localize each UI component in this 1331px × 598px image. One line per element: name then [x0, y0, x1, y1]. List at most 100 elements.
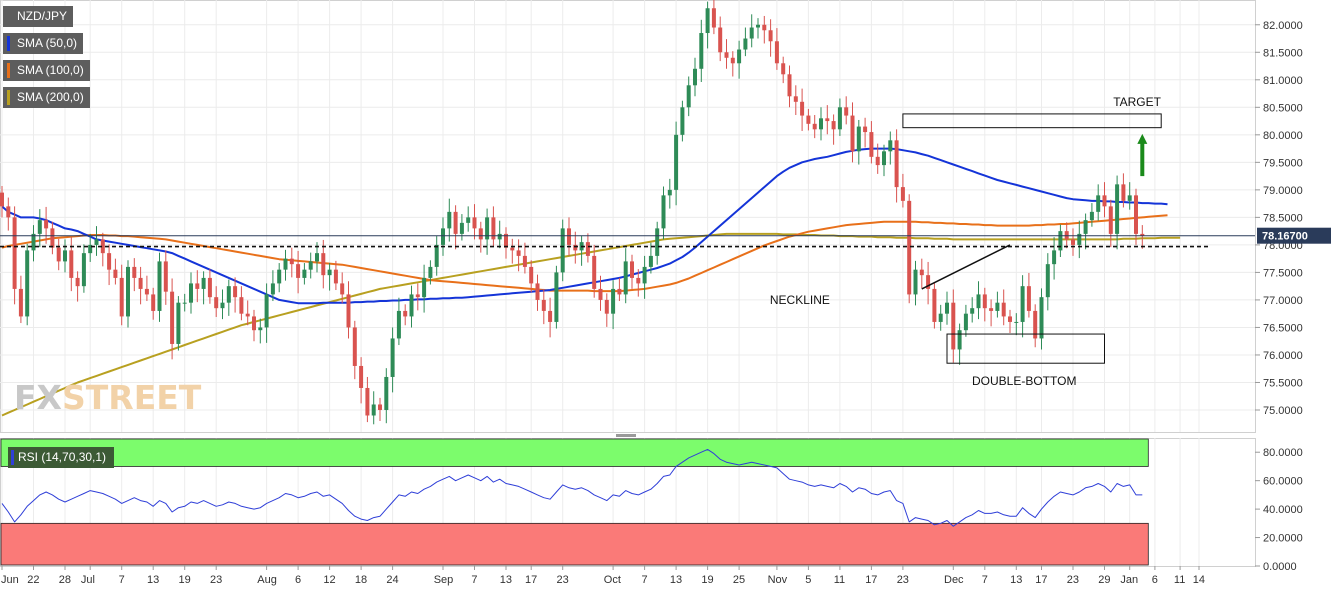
candle	[1008, 309, 1012, 333]
candle-body	[812, 123, 817, 130]
candle-body	[75, 277, 80, 287]
legend-swatch-sma200	[7, 90, 10, 105]
candle	[1071, 228, 1075, 256]
target-label: TARGET	[1113, 95, 1161, 109]
candle-body	[31, 233, 36, 251]
x-tick-label: 7	[471, 574, 477, 586]
candle-body	[1039, 297, 1044, 339]
candle-body	[554, 272, 559, 322]
candle	[554, 265, 559, 329]
candle-body	[888, 140, 893, 152]
watermark-fx: FX	[14, 378, 62, 417]
candle	[856, 119, 861, 165]
candle	[749, 14, 754, 48]
legend-sma100[interactable]: SMA (100,0)	[3, 60, 90, 81]
candle-body	[970, 308, 975, 314]
candle-body	[1045, 264, 1050, 298]
candle-body	[907, 200, 912, 295]
candle	[516, 239, 521, 272]
legend-rsi-label: RSI (14,70,30,1)	[18, 450, 107, 464]
candle-body	[1096, 195, 1101, 212]
candle-body	[611, 288, 616, 314]
candle-body	[800, 101, 805, 116]
candle-body	[1001, 302, 1006, 317]
candle	[1001, 289, 1006, 326]
candle-body	[573, 244, 578, 251]
candle-body	[850, 115, 855, 152]
candle	[1045, 253, 1050, 311]
legend-pair[interactable]: NZD/JPY	[3, 6, 74, 27]
candle-body	[623, 261, 628, 295]
price-y-tick-label: 78.5000	[1263, 212, 1303, 224]
candle	[724, 39, 729, 69]
candle	[485, 208, 490, 255]
panel-resize-handle[interactable]	[616, 434, 636, 437]
candle	[963, 304, 968, 337]
candle-body	[1115, 184, 1120, 234]
legend-swatch-sma100	[7, 63, 10, 78]
candle	[226, 279, 231, 316]
candle	[327, 263, 332, 291]
x-tick-label: 7	[982, 574, 988, 586]
candle	[1089, 203, 1094, 227]
candle	[31, 225, 36, 262]
candle	[396, 297, 401, 346]
current-price-tag	[1257, 227, 1331, 244]
candle	[919, 258, 924, 289]
candle-body	[1121, 184, 1126, 201]
candle	[762, 15, 767, 44]
candle	[113, 258, 118, 285]
candle-body	[113, 269, 118, 278]
candle-body	[1008, 316, 1012, 322]
candle	[768, 19, 773, 57]
candle	[233, 277, 238, 313]
legend-sma200-label: SMA (200,0)	[17, 90, 84, 104]
candle-body	[182, 302, 187, 304]
candle-body	[157, 261, 162, 311]
candle	[107, 244, 112, 286]
legend-swatch-pair	[7, 9, 10, 24]
candle-body	[686, 85, 691, 108]
neckline-label: NECKLINE	[770, 293, 830, 307]
candle-body	[693, 68, 697, 86]
candle	[529, 260, 534, 293]
candle	[938, 304, 943, 331]
price-y-tick-label: 79.0000	[1263, 185, 1303, 197]
legend-rsi[interactable]: RSI (14,70,30,1)	[8, 447, 115, 468]
candle-body	[126, 266, 130, 317]
candle	[1020, 275, 1025, 338]
candle	[711, 0, 716, 35]
candle	[126, 260, 130, 328]
candle	[472, 204, 477, 240]
candle	[447, 198, 452, 242]
legend-sma200[interactable]: SMA (200,0)	[3, 87, 90, 108]
candle-body	[56, 247, 61, 262]
candle-body	[541, 299, 546, 311]
candle-body	[138, 277, 143, 289]
candle-body	[793, 96, 798, 102]
candle	[189, 272, 193, 314]
candle	[220, 289, 225, 320]
candle-body	[25, 250, 30, 317]
x-tick-label: 23	[557, 574, 569, 586]
candle	[478, 221, 483, 253]
x-tick-label: Dec	[944, 574, 964, 586]
price-y-tick-label: 76.0000	[1263, 350, 1303, 362]
candle-body	[1140, 233, 1145, 236]
rsi-y-tick-label: 0.0000	[1263, 561, 1297, 573]
candle	[592, 244, 597, 298]
candle-body	[1071, 239, 1075, 245]
candle	[384, 368, 389, 424]
legend-sma50[interactable]: SMA (50,0)	[3, 33, 84, 54]
candle-body	[774, 41, 779, 64]
candle-body	[667, 189, 672, 196]
candle-body	[945, 302, 949, 314]
candle-body	[510, 247, 515, 251]
candle-body	[875, 156, 880, 166]
candle-body	[378, 404, 382, 410]
candle	[264, 283, 269, 343]
candle	[258, 318, 263, 344]
candle	[176, 296, 181, 351]
